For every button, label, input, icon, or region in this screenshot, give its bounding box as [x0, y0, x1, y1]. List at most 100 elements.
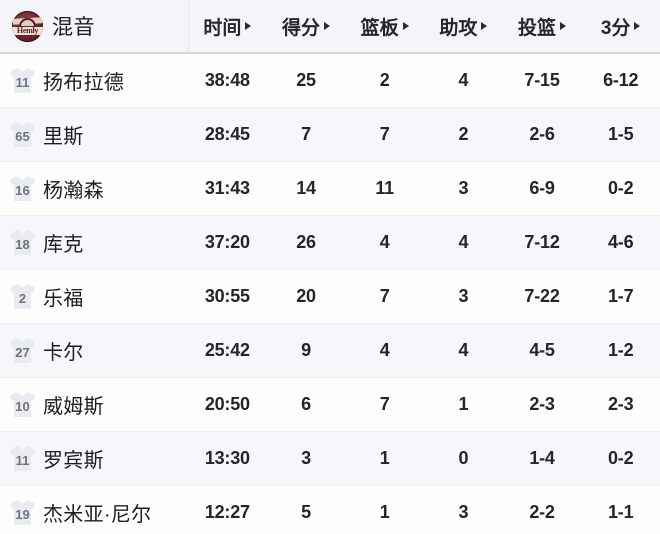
table-row[interactable]: 11 罗宾斯 13:30 3 1 0 1-4 0-2	[0, 432, 660, 486]
stat-rebounds: 7	[379, 286, 390, 306]
stat-fieldgoals: 7-15	[524, 70, 560, 90]
player-cell[interactable]: 16 杨瀚森	[0, 174, 188, 203]
column-header-rebounds[interactable]: 篮板	[345, 0, 424, 52]
stat-points: 25	[296, 70, 316, 90]
logo-wordmark: Hemly	[16, 25, 39, 35]
player-name: 库克	[43, 234, 84, 256]
column-header-points[interactable]: 得分	[267, 0, 346, 52]
sort-triangle-icon[interactable]	[402, 22, 409, 30]
player-cell[interactable]: 10 威姆斯	[0, 390, 188, 419]
stat-points: 14	[296, 178, 316, 198]
stat-time: 20:50	[204, 394, 250, 414]
team-header-cell[interactable]: Hemly 混音	[0, 10, 188, 42]
jersey-number: 18	[15, 236, 30, 252]
jersey-icon: 16	[10, 176, 35, 201]
stat-assists: 4	[458, 70, 469, 90]
stat-threepointers: 0-2	[607, 178, 634, 198]
player-name: 卡尔	[43, 342, 84, 364]
stat-assists: 3	[458, 178, 469, 198]
stat-fieldgoals: 1-4	[529, 448, 555, 468]
column-header-threepointers-label: 3分	[600, 17, 631, 39]
player-name: 罗宾斯	[43, 450, 104, 472]
stat-points: 5	[301, 502, 311, 522]
sort-triangle-icon[interactable]	[324, 22, 331, 30]
stat-fieldgoals: 2-6	[529, 124, 555, 144]
table-header-row: Hemly 混音 时间 得分 篮板 助攻 投篮	[0, 0, 660, 54]
column-header-points-label: 得分	[282, 17, 321, 39]
table-row[interactable]: 2 乐福 30:55 20 7 3 7-22 1-7	[0, 270, 660, 324]
table-row[interactable]: 11 扬布拉德 38:48 25 2 4 7-15 6-12	[0, 54, 660, 108]
sort-triangle-icon[interactable]	[481, 22, 488, 30]
stat-time: 25:42	[204, 340, 250, 360]
stat-assists: 4	[458, 340, 469, 360]
player-name: 乐福	[43, 288, 84, 310]
stat-assists: 1	[458, 394, 469, 414]
jersey-shirt-shape	[10, 122, 35, 147]
stat-cells: 20:50 6 7 1 2-3 2-3	[188, 378, 660, 431]
stat-assists: 2	[458, 124, 469, 144]
sort-triangle-icon[interactable]	[245, 22, 252, 30]
stat-threepointers: 1-2	[607, 340, 634, 360]
jersey-icon: 11	[10, 68, 35, 93]
column-header-time-label: 时间	[203, 17, 242, 39]
table-body: 11 扬布拉德 38:48 25 2 4 7-15 6-12 65 里斯 28:45 7 7 2 2-6 1-…	[0, 54, 660, 534]
stat-time: 28:45	[204, 124, 250, 144]
column-header-time[interactable]: 时间	[188, 0, 267, 52]
jersey-icon: 19	[10, 500, 35, 525]
column-header-assists-label: 助攻	[439, 17, 478, 39]
sort-triangle-icon[interactable]	[560, 22, 567, 30]
column-header-threepointers[interactable]: 3分	[581, 0, 660, 52]
stat-threepointers: 1-5	[607, 124, 634, 144]
player-name: 威姆斯	[43, 396, 104, 418]
table-row[interactable]: 65 里斯 28:45 7 7 2 2-6 1-5	[0, 108, 660, 162]
stat-rebounds: 1	[379, 448, 390, 468]
stat-threepointers: 1-1	[607, 502, 634, 522]
player-cell[interactable]: 27 卡尔	[0, 336, 188, 365]
column-header-assists[interactable]: 助攻	[424, 0, 503, 52]
table-row[interactable]: 10 威姆斯 20:50 6 7 1 2-3 2-3	[0, 378, 660, 432]
stat-cells: 38:48 25 2 4 7-15 6-12	[188, 54, 660, 107]
jersey-shirt-shape	[10, 446, 35, 471]
player-cell[interactable]: 11 扬布拉德	[0, 66, 188, 95]
stat-rebounds: 7	[379, 124, 390, 144]
stat-fieldgoals: 2-3	[529, 394, 555, 414]
jersey-number: 19	[15, 506, 30, 522]
stat-threepointers: 0-2	[607, 448, 634, 468]
column-header-fieldgoals[interactable]: 投篮	[503, 0, 582, 52]
logo-banner-bottom	[12, 25, 43, 36]
table-row[interactable]: 19 杰米亚·尼尔 12:27 5 1 3 2-2 1-1	[0, 486, 660, 534]
table-row[interactable]: 27 卡尔 25:42 9 4 4 4-5 1-2	[0, 324, 660, 378]
stat-points: 7	[301, 124, 311, 144]
stat-cells: 25:42 9 4 4 4-5 1-2	[188, 324, 660, 377]
stat-assists: 0	[458, 448, 469, 468]
jersey-icon: 11	[10, 446, 35, 471]
jersey-number: 65	[15, 128, 30, 144]
stat-rebounds: 4	[379, 232, 390, 252]
player-cell[interactable]: 11 罗宾斯	[0, 444, 188, 473]
stat-points: 3	[301, 448, 311, 468]
column-header-fieldgoals-label: 投篮	[518, 17, 557, 39]
stat-cells: 31:43 14 11 3 6-9 0-2	[188, 162, 660, 215]
stat-points: 26	[296, 232, 316, 252]
player-cell[interactable]: 2 乐福	[0, 282, 188, 311]
stat-threepointers: 4-6	[607, 232, 634, 252]
jersey-icon: 10	[10, 392, 35, 417]
jersey-icon: 2	[10, 284, 35, 309]
column-header-rebounds-label: 篮板	[360, 17, 399, 39]
stat-fieldgoals: 6-9	[529, 178, 555, 198]
jersey-number: 10	[15, 398, 30, 414]
player-cell[interactable]: 18 库克	[0, 228, 188, 257]
stat-cells: 13:30 3 1 0 1-4 0-2	[188, 432, 660, 485]
stat-assists: 3	[458, 502, 469, 522]
player-cell[interactable]: 65 里斯	[0, 120, 188, 149]
player-cell[interactable]: 19 杰米亚·尼尔	[0, 498, 188, 527]
table-row[interactable]: 16 杨瀚森 31:43 14 11 3 6-9 0-2	[0, 162, 660, 216]
stat-time: 12:27	[204, 502, 250, 522]
jersey-shirt-shape	[10, 176, 35, 201]
stat-threepointers: 2-3	[607, 394, 634, 414]
stat-cells: 12:27 5 1 3 2-2 1-1	[188, 486, 660, 534]
team-name-label: 混音	[52, 16, 95, 39]
sort-triangle-icon[interactable]	[634, 22, 641, 30]
table-row[interactable]: 18 库克 37:20 26 4 4 7-12 4-6	[0, 216, 660, 270]
jersey-number: 16	[15, 182, 30, 198]
